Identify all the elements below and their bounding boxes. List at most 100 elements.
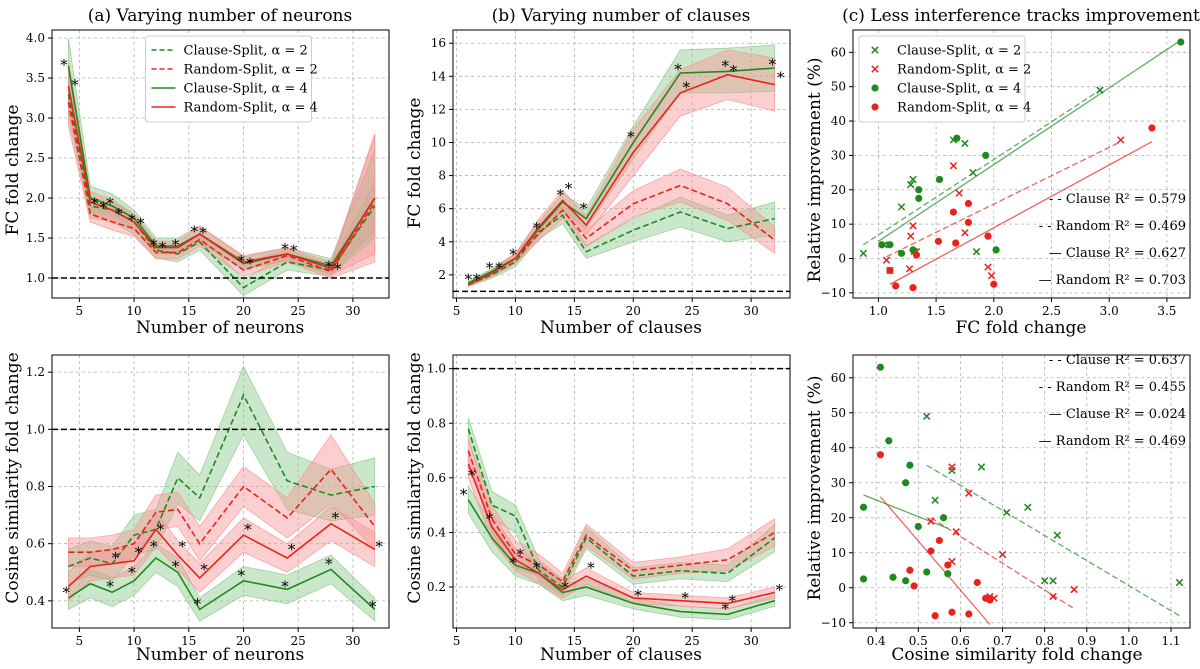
scatter-point-x <box>972 247 981 256</box>
x-tick-label: 10 <box>126 634 141 648</box>
scatter-point-circle <box>912 251 921 259</box>
series-line-red-dashed <box>467 450 776 583</box>
legend-label: Clause-Split, α = 4 <box>897 82 1021 97</box>
significance-star: * <box>681 589 689 607</box>
series-line-red-solid <box>67 85 376 270</box>
scatter-point-x <box>906 232 915 240</box>
x-tick-label: 25 <box>685 304 700 318</box>
scatter-point-circle <box>986 596 994 604</box>
x-tick-label: 1.0 <box>869 304 888 318</box>
scatter-point-circle <box>934 237 943 245</box>
scatter-point-circle <box>902 577 910 585</box>
x-tick-label: 0.7 <box>993 634 1012 648</box>
scatter-point-circle <box>906 461 914 469</box>
panel-d: Number of neurons Cosine similarity fold… <box>3 352 390 665</box>
x-tick-label: 5 <box>76 634 84 648</box>
significance-star: * <box>721 600 729 618</box>
x-tick-label: 20 <box>626 304 641 318</box>
y-tick-label: 12 <box>431 102 446 116</box>
legend-label: Clause-Split, α = 4 <box>184 82 308 97</box>
scatter-point-x <box>927 517 935 525</box>
y-tick-label: 10 <box>831 217 846 231</box>
panel-d-ylabel: Cosine similarity fold change <box>3 352 23 603</box>
scatter-point-x <box>987 271 996 280</box>
significance-star: * <box>516 546 524 564</box>
ci-band-red-solid <box>68 61 376 276</box>
x-tick-label: 30 <box>743 634 758 648</box>
scatter-point-x <box>998 550 1007 559</box>
r2-annotation: — Clause R² = 0.627 <box>1049 246 1186 261</box>
r2-annotation: - - Clause R² = 0.637 <box>1049 353 1186 368</box>
scatter-point-circle <box>892 282 900 290</box>
r2-annotation: — Random R² = 0.469 <box>1039 434 1186 449</box>
panel-b: (b) Varying number of clauses Number of … <box>405 6 791 338</box>
scatter-point-circle <box>915 186 923 194</box>
scatter-point-circle <box>902 479 910 487</box>
fit-line-red-solid <box>889 141 1153 285</box>
scatter-point-x <box>969 168 977 177</box>
x-tick-label: 20 <box>236 634 251 648</box>
scatter-point-circle <box>948 608 956 616</box>
significance-star: * <box>468 466 476 484</box>
r2-annotation: - - Random R² = 0.455 <box>1039 380 1186 395</box>
significance-star: * <box>509 554 517 572</box>
significance-star: * <box>150 538 158 556</box>
scatter-point-x <box>1117 136 1125 144</box>
significance-star: * <box>627 128 635 146</box>
series-line-red-solid <box>467 463 775 605</box>
significance-star: * <box>172 558 180 576</box>
significance-star: * <box>325 555 333 573</box>
x-tick-label: 15 <box>567 634 582 648</box>
significance-star: * <box>238 252 246 270</box>
x-tick-label: 2.5 <box>1042 304 1061 318</box>
x-tick-label: 1.5 <box>927 304 946 318</box>
x-tick-label: 30 <box>743 304 758 318</box>
panel-a-frame <box>51 29 390 299</box>
significance-star: * <box>375 538 383 556</box>
panel-b-frame <box>452 29 791 299</box>
significance-star: * <box>137 214 145 232</box>
significance-star: * <box>556 186 564 204</box>
significance-star: * <box>157 521 165 539</box>
legend-marker-circle <box>871 84 879 92</box>
scatter-point-circle <box>935 536 943 545</box>
y-tick-label: 0.6 <box>427 471 446 485</box>
y-tick-label: 0.8 <box>26 479 45 493</box>
x-tick-label: 10 <box>508 304 523 318</box>
scatter-point-circle <box>889 573 897 581</box>
x-tick-label: 1.1 <box>1161 634 1180 648</box>
series-line-green-dashed <box>467 428 776 589</box>
scatter-point-x <box>1053 531 1062 539</box>
x-tick-label: 10 <box>508 634 523 648</box>
y-tick-label: 3.5 <box>26 71 45 85</box>
significance-star: * <box>465 270 473 288</box>
ci-band-red-solid <box>467 49 776 288</box>
legend-marker-x <box>871 65 879 73</box>
scatter-point-circle <box>952 239 960 247</box>
panel-c-plot-area <box>859 38 1185 292</box>
fit-line-green-dashed <box>863 89 1101 246</box>
y-tick-label: 16 <box>431 36 446 50</box>
y-tick-label: 20 <box>831 511 846 525</box>
scatter-point-circle <box>982 151 990 160</box>
legend-label: Random-Split, α = 2 <box>897 63 1031 78</box>
y-tick-label: 10 <box>831 546 846 560</box>
scatter-point-x <box>1049 592 1057 601</box>
scatter-point-circle <box>984 232 992 240</box>
scatter-point-x <box>909 222 917 230</box>
series-line-red-solid <box>67 522 376 588</box>
legend-marker-x <box>871 46 879 54</box>
x-tick-label: 25 <box>685 634 700 648</box>
panel-e-frame <box>452 354 791 629</box>
ci-band-green-solid <box>68 543 376 622</box>
y-tick-label: 4.0 <box>26 31 45 45</box>
y-tick-label: 0.4 <box>26 594 45 608</box>
y-tick-label: −10 <box>821 286 846 300</box>
y-tick-label: 8 <box>438 169 446 183</box>
legend-label: Clause-Split, α = 2 <box>897 44 1021 59</box>
significance-star: * <box>587 559 595 577</box>
scatter-point-circle <box>1148 124 1156 132</box>
significance-star: * <box>281 240 289 258</box>
scatter-point-x <box>1175 578 1184 587</box>
significance-star: * <box>486 510 494 528</box>
